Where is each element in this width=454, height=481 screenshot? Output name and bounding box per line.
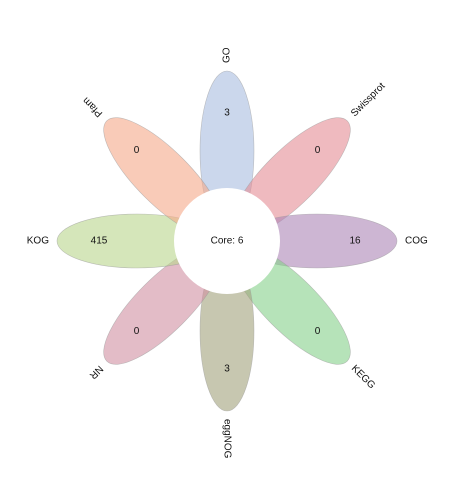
petal-count-group: 3 0 16 0 3 0 415 0 [91, 108, 361, 375]
petal-label-kog: KOG [27, 236, 49, 247]
petal-count-kog: 415 [91, 236, 108, 247]
petal-label-swissprot: Swissprot [349, 81, 388, 120]
petal-count-kegg: 0 [315, 326, 321, 337]
petal-label-eggnog: eggNOG [221, 419, 232, 459]
petal-count-eggnog: 3 [224, 364, 230, 375]
core-circle [174, 188, 280, 294]
petal-count-nr: 0 [134, 326, 140, 337]
petal-count-swissprot: 0 [315, 145, 321, 156]
core-label: Core: 6 [211, 236, 244, 247]
petal-label-pfam: Pfam [81, 95, 105, 119]
petal-label-kegg: KEGG [349, 363, 377, 391]
petal-label-nr: NR [87, 363, 105, 381]
petal-count-go: 3 [224, 108, 230, 119]
petal-label-go: GO [222, 47, 233, 63]
petal-count-pfam: 0 [134, 145, 140, 156]
petal-count-cog: 16 [349, 236, 361, 247]
petal-label-cog: COG [405, 236, 428, 247]
